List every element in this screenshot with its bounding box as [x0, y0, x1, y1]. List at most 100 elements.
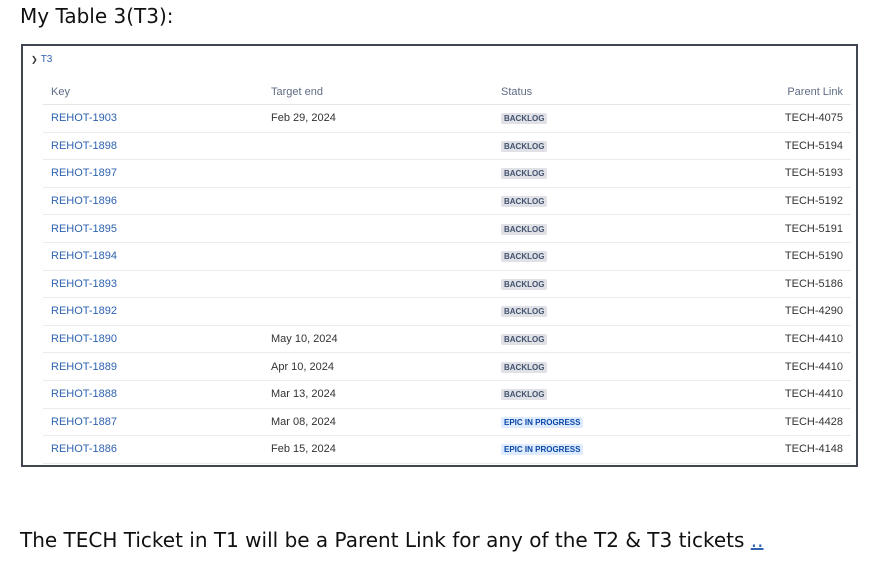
status-badge: BACKLOG [501, 223, 548, 235]
status-cell: BACKLOG [493, 159, 698, 188]
target-end-cell [263, 159, 493, 188]
key-cell: REHOT-1895 [43, 214, 263, 243]
toggle-label: T3 [40, 54, 53, 65]
target-end-cell: Mar 08, 2024 [263, 408, 493, 437]
parent-link-cell: TECH-4075 [697, 104, 851, 133]
issue-key-link[interactable]: REHOT-1897 [51, 167, 118, 180]
status-cell: BACKLOG [493, 242, 698, 271]
status-badge: BACKLOG [501, 334, 548, 346]
parent-link-cell: TECH-4410 [697, 352, 851, 381]
status-badge: BACKLOG [501, 251, 548, 263]
column-header-target-end[interactable]: Target end [263, 80, 493, 105]
status-cell: EPIC IN PROGRESS [493, 408, 698, 437]
key-cell: REHOT-1890 [43, 325, 263, 354]
collapse-toggle[interactable]: ❯ T3 [31, 54, 52, 65]
parent-link-cell: TECH-5193 [697, 159, 851, 188]
parent-link-cell: TECH-4410 [697, 325, 851, 354]
parent-link-cell: TECH-5192 [697, 187, 851, 216]
table-row: REHOT-1898 BACKLOG TECH-5194 [43, 132, 851, 161]
target-end-cell [263, 132, 493, 161]
key-cell: REHOT-1888 [43, 380, 263, 409]
status-badge: BACKLOG [501, 168, 548, 180]
table-row: REHOT-1897 BACKLOG TECH-5193 [43, 159, 851, 188]
jira-table-macro: ❯ T3 Key Target end Status Parent Link RE… [21, 44, 858, 467]
issue-key-link[interactable]: REHOT-1888 [51, 388, 118, 401]
parent-link-cell: TECH-5194 [697, 132, 851, 161]
footer-link[interactable]: .. [750, 528, 764, 552]
status-badge: BACKLOG [501, 113, 548, 125]
table-row: REHOT-1896 BACKLOG TECH-5192 [43, 187, 851, 216]
table-row: REHOT-1886 Feb 15, 2024 EPIC IN PROGRESS… [43, 435, 851, 464]
table-row: REHOT-1895 BACKLOG TECH-5191 [43, 214, 851, 243]
issue-key-link[interactable]: REHOT-1898 [51, 139, 118, 152]
table-row: REHOT-1890 May 10, 2024 BACKLOG TECH-441… [43, 325, 851, 354]
chevron-down-icon: ❯ [31, 55, 38, 64]
status-cell: BACKLOG [493, 325, 698, 354]
key-cell: REHOT-1896 [43, 187, 263, 216]
status-cell: BACKLOG [493, 104, 698, 133]
status-cell: BACKLOG [493, 132, 698, 161]
parent-link-cell: TECH-5191 [697, 214, 851, 243]
issue-key-link[interactable]: REHOT-1887 [51, 415, 118, 428]
parent-link-cell: TECH-5186 [697, 270, 851, 299]
parent-link-cell: TECH-4148 [697, 435, 851, 464]
issue-key-link[interactable]: REHOT-1889 [51, 360, 118, 373]
table-row: REHOT-1903 Feb 29, 2024 BACKLOG TECH-407… [43, 104, 851, 133]
parent-link-cell: TECH-4290 [697, 297, 851, 326]
target-end-cell [263, 242, 493, 271]
issue-key-link[interactable]: REHOT-1896 [51, 195, 118, 208]
status-cell: BACKLOG [493, 187, 698, 216]
parent-link-cell: TECH-5190 [697, 242, 851, 271]
target-end-cell [263, 214, 493, 243]
key-cell: REHOT-1897 [43, 159, 263, 188]
issue-key-link[interactable]: REHOT-1892 [51, 305, 118, 318]
status-cell: EPIC IN PROGRESS [493, 435, 698, 464]
table-row: REHOT-1888 Mar 13, 2024 BACKLOG TECH-441… [43, 380, 851, 409]
column-header-key[interactable]: Key [43, 80, 263, 105]
column-header-status[interactable]: Status [493, 80, 698, 105]
issue-key-link[interactable]: REHOT-1895 [51, 222, 118, 235]
footer-text: The TECH Ticket in T1 will be a Parent L… [20, 528, 764, 552]
status-cell: BACKLOG [493, 380, 698, 409]
status-badge: EPIC IN PROGRESS [501, 416, 584, 428]
status-badge: EPIC IN PROGRESS [501, 444, 584, 456]
key-cell: REHOT-1893 [43, 270, 263, 299]
target-end-cell: Feb 15, 2024 [263, 435, 493, 464]
key-cell: REHOT-1892 [43, 297, 263, 326]
status-cell: BACKLOG [493, 297, 698, 326]
table-row: REHOT-1892 BACKLOG TECH-4290 [43, 297, 851, 326]
issue-key-link[interactable]: REHOT-1893 [51, 277, 118, 290]
target-end-cell: Feb 29, 2024 [263, 104, 493, 133]
page-heading: My Table 3(T3): [20, 4, 174, 28]
key-cell: REHOT-1894 [43, 242, 263, 271]
key-cell: REHOT-1887 [43, 408, 263, 437]
status-badge: BACKLOG [501, 361, 548, 373]
table-row: REHOT-1893 BACKLOG TECH-5186 [43, 270, 851, 299]
target-end-cell: May 10, 2024 [263, 325, 493, 354]
status-cell: BACKLOG [493, 270, 698, 299]
issues-table: Key Target end Status Parent Link REHOT-… [43, 80, 851, 464]
key-cell: REHOT-1886 [43, 435, 263, 464]
parent-link-cell: TECH-4410 [697, 380, 851, 409]
key-cell: REHOT-1898 [43, 132, 263, 161]
key-cell: REHOT-1903 [43, 104, 263, 133]
target-end-cell: Mar 13, 2024 [263, 380, 493, 409]
table-row: REHOT-1894 BACKLOG TECH-5190 [43, 242, 851, 271]
key-cell: REHOT-1889 [43, 352, 263, 381]
status-badge: BACKLOG [501, 196, 548, 208]
issue-key-link[interactable]: REHOT-1890 [51, 333, 118, 346]
status-cell: BACKLOG [493, 214, 698, 243]
status-cell: BACKLOG [493, 352, 698, 381]
table-row: REHOT-1887 Mar 08, 2024 EPIC IN PROGRESS… [43, 408, 851, 437]
column-header-parent-link[interactable]: Parent Link [697, 80, 851, 105]
target-end-cell [263, 270, 493, 299]
target-end-cell [263, 297, 493, 326]
status-badge: BACKLOG [501, 140, 548, 152]
target-end-cell: Apr 10, 2024 [263, 352, 493, 381]
issue-key-link[interactable]: REHOT-1903 [51, 112, 118, 125]
issue-key-link[interactable]: REHOT-1894 [51, 250, 118, 263]
footer-sentence: The TECH Ticket in T1 will be a Parent L… [20, 528, 745, 552]
status-badge: BACKLOG [501, 306, 548, 318]
issue-key-link[interactable]: REHOT-1886 [51, 443, 118, 456]
status-badge: BACKLOG [501, 278, 548, 290]
